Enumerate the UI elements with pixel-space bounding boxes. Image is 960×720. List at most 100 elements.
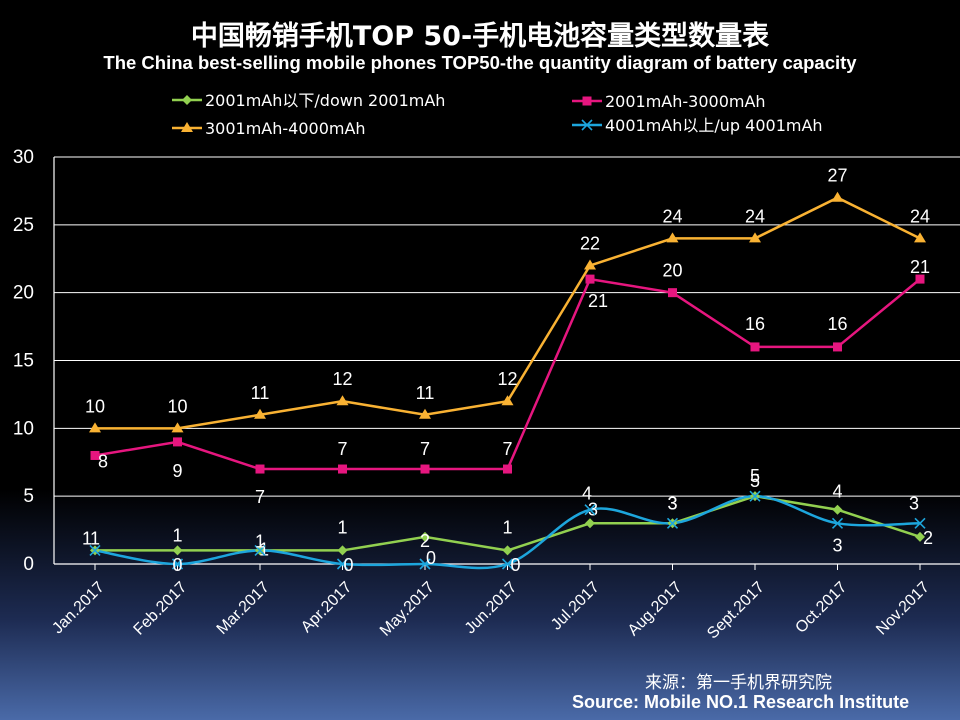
data-label: 12: [332, 369, 352, 389]
data-label: 0: [343, 555, 353, 575]
data-label: 3: [832, 535, 842, 555]
data-point: [666, 232, 679, 243]
legend-marker: [581, 119, 593, 131]
data-point: [584, 504, 596, 516]
data-point: [750, 342, 760, 352]
data-point: [420, 531, 430, 542]
data-point: [90, 450, 100, 460]
data-label: 1: [259, 539, 269, 559]
data-label: 0: [510, 555, 520, 575]
x-tick-label: Mar.2017: [214, 579, 273, 638]
legend-marker: [582, 96, 592, 106]
data-point: [501, 558, 514, 570]
data-point: [501, 395, 514, 406]
data-point: [584, 259, 596, 270]
data-label: 1: [90, 528, 100, 548]
source-en: Source: Mobile NO.1 Research Institute: [572, 692, 910, 712]
data-label: 9: [172, 461, 182, 481]
legend-marker: [182, 95, 192, 105]
data-label: 3: [667, 493, 677, 513]
y-tick-label: 0: [23, 554, 34, 575]
data-label: 4: [832, 482, 842, 502]
data-point: [749, 490, 761, 502]
data-point: [915, 274, 925, 284]
x-tick-label: Jun.2017: [462, 579, 521, 638]
data-label: 16: [827, 314, 847, 334]
x-tick-label: May.2017: [377, 579, 438, 640]
data-point: [420, 464, 430, 474]
series-line-3001-4000: [95, 196, 921, 430]
data-point: [336, 558, 349, 570]
data-point: [831, 517, 844, 529]
data-point: [173, 437, 182, 447]
data-label: 8: [98, 451, 108, 471]
data-point: [419, 408, 431, 419]
data-label: 1: [172, 525, 182, 545]
data-label: 10: [167, 396, 187, 416]
y-tick-label: 30: [13, 147, 34, 168]
data-label: 20: [662, 261, 682, 281]
data-label: 11: [416, 383, 435, 403]
data-label: 21: [588, 291, 608, 311]
data-label: 2: [420, 531, 430, 551]
data-point: [338, 464, 347, 474]
y-tick-label: 10: [13, 418, 34, 439]
y-tick-label: 15: [13, 351, 34, 372]
data-label: 24: [662, 206, 682, 226]
data-label: 4: [582, 484, 592, 504]
x-tick-label: Oct.2017: [792, 579, 850, 637]
data-label: 3: [667, 493, 677, 513]
data-point: [171, 422, 184, 433]
data-label: 27: [827, 166, 847, 186]
legend-label: 2001mAh以下/down 2001mAh: [205, 91, 445, 110]
data-point: [832, 504, 843, 515]
data-point: [585, 274, 595, 284]
x-tick-label: Aug.2017: [625, 579, 686, 640]
x-tick-label: Jul.2017: [548, 579, 603, 634]
data-point: [172, 545, 183, 556]
data-label: 1: [255, 531, 265, 551]
source-cn: 来源：第一手机界研究院: [645, 673, 832, 693]
x-tick-label: Sept.2017: [704, 579, 768, 643]
data-label: 2: [923, 528, 933, 548]
data-point: [337, 545, 348, 556]
y-tick-label: 20: [13, 283, 34, 304]
data-label: 10: [85, 396, 105, 416]
data-label: 7: [337, 439, 347, 459]
legend-label: 2001mAh-3000mAh: [605, 92, 766, 111]
y-tick-label: 25: [13, 215, 34, 236]
data-point: [89, 544, 101, 556]
data-point: [831, 191, 844, 202]
data-label: 16: [745, 314, 765, 334]
data-label: 3: [588, 499, 598, 519]
y-tick-label: 5: [23, 486, 34, 507]
chart-subtitle: The China best-selling mobile phones TOP…: [103, 52, 857, 73]
data-label: 24: [745, 206, 765, 226]
data-point: [915, 531, 925, 542]
data-label: 21: [910, 257, 930, 277]
x-tick-label: Nov.2017: [873, 579, 933, 639]
x-tick-label: Feb.2017: [131, 579, 191, 639]
data-point: [503, 464, 512, 474]
data-label: 3: [909, 493, 919, 513]
data-label: 1: [82, 528, 92, 548]
chart-title: 中国畅销手机TOP 50-手机电池容量类型数量表: [190, 21, 770, 52]
data-label: 22: [580, 234, 600, 254]
data-point: [419, 558, 431, 570]
data-label: 0: [172, 555, 182, 575]
x-tick-label: Jan.2017: [49, 579, 108, 638]
data-label: 7: [420, 439, 430, 459]
data-label: 0: [426, 548, 436, 568]
data-point: [502, 545, 513, 556]
data-label: 7: [255, 487, 265, 507]
legend-label: 3001mAh-4000mAh: [205, 119, 366, 138]
data-label: 7: [502, 439, 512, 459]
data-point: [336, 395, 349, 406]
data-label: 11: [251, 383, 270, 403]
legend-label: 4001mAh以上/up 4001mAh: [605, 116, 823, 135]
data-point: [668, 288, 677, 298]
data-point: [255, 464, 265, 474]
data-point: [749, 232, 761, 243]
data-point: [254, 408, 266, 419]
